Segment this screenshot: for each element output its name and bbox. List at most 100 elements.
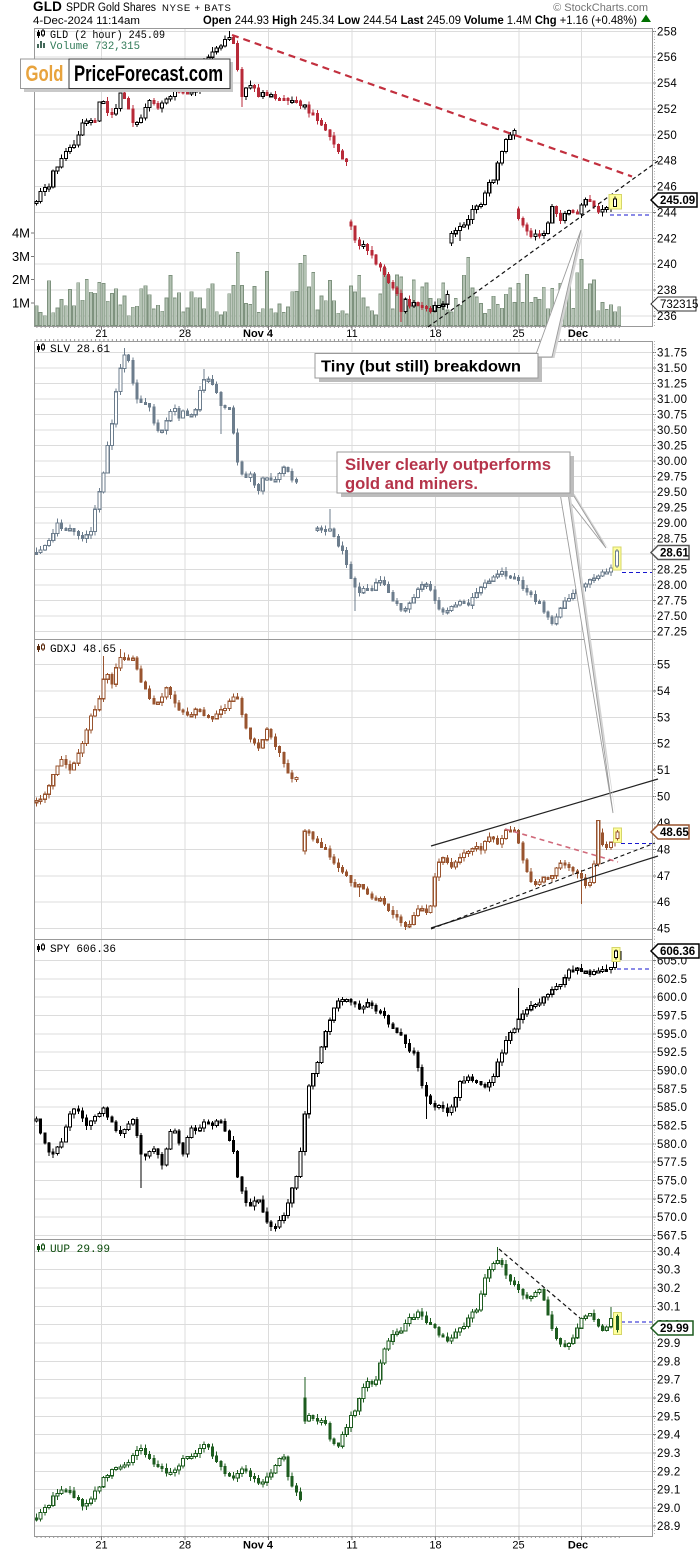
svg-text:Gold: Gold bbox=[26, 61, 64, 86]
svg-text:29.00: 29.00 bbox=[657, 518, 687, 530]
svg-text:55: 55 bbox=[657, 660, 670, 672]
svg-text:29.1: 29.1 bbox=[657, 1485, 681, 1497]
svg-text:30.4: 30.4 bbox=[657, 1246, 681, 1258]
svg-text:254: 254 bbox=[657, 78, 677, 90]
svg-text:NYSE + BATS: NYSE + BATS bbox=[162, 3, 232, 14]
svg-text:GDXJ 48.65: GDXJ 48.65 bbox=[50, 644, 116, 656]
svg-text:45: 45 bbox=[657, 924, 670, 936]
svg-text:Tiny (but still) breakdown: Tiny (but still) breakdown bbox=[321, 359, 521, 376]
svg-text:30.1: 30.1 bbox=[657, 1301, 681, 1313]
svg-text:52: 52 bbox=[657, 739, 670, 751]
svg-text:31.50: 31.50 bbox=[657, 363, 687, 375]
svg-text:50: 50 bbox=[657, 792, 670, 804]
svg-text:11: 11 bbox=[346, 1540, 357, 1552]
svg-text:587.5: 587.5 bbox=[657, 1084, 687, 1096]
svg-text:UUP 29.99: UUP 29.99 bbox=[50, 1244, 110, 1256]
svg-text:28.25: 28.25 bbox=[657, 565, 687, 577]
svg-text:577.5: 577.5 bbox=[657, 1157, 687, 1169]
svg-text:242: 242 bbox=[657, 233, 677, 245]
svg-text:25: 25 bbox=[512, 1540, 524, 1552]
svg-text:SPDR Gold Shares: SPDR Gold Shares bbox=[66, 2, 156, 14]
svg-text:PriceForecast.com: PriceForecast.com bbox=[74, 61, 223, 86]
svg-text:595.0: 595.0 bbox=[657, 1029, 687, 1041]
svg-text:30.00: 30.00 bbox=[657, 456, 687, 468]
svg-text:29.3: 29.3 bbox=[657, 1448, 681, 1460]
svg-text:11: 11 bbox=[346, 328, 357, 340]
svg-text:29.5: 29.5 bbox=[657, 1411, 681, 1423]
svg-text:29.75: 29.75 bbox=[657, 472, 687, 484]
svg-text:597.5: 597.5 bbox=[657, 1011, 687, 1023]
svg-text:29.9: 29.9 bbox=[657, 1338, 681, 1350]
svg-text:575.0: 575.0 bbox=[657, 1176, 687, 1188]
svg-text:Dec: Dec bbox=[568, 328, 588, 340]
svg-text:29.0: 29.0 bbox=[657, 1503, 681, 1515]
svg-text:602.5: 602.5 bbox=[657, 974, 687, 986]
svg-text:SLV 28.61: SLV 28.61 bbox=[50, 344, 110, 356]
svg-text:21: 21 bbox=[95, 1540, 107, 1552]
svg-text:25: 25 bbox=[512, 328, 524, 340]
svg-text:GLD: GLD bbox=[33, 0, 62, 14]
svg-text:28.75: 28.75 bbox=[657, 534, 687, 546]
svg-text:29.25: 29.25 bbox=[657, 503, 687, 515]
svg-text:GLD (2 hour) 245.09: GLD (2 hour) 245.09 bbox=[50, 30, 165, 42]
svg-text:572.5: 572.5 bbox=[657, 1194, 687, 1206]
svg-text:29.6: 29.6 bbox=[657, 1393, 681, 1405]
svg-text:29.7: 29.7 bbox=[657, 1375, 681, 1387]
svg-text:4-Dec-2024 11:14am: 4-Dec-2024 11:14am bbox=[33, 15, 140, 27]
svg-text:582.5: 582.5 bbox=[657, 1121, 687, 1133]
svg-text:29.99: 29.99 bbox=[660, 1323, 689, 1335]
svg-text:18: 18 bbox=[429, 1540, 441, 1552]
svg-text:567.5: 567.5 bbox=[657, 1231, 687, 1243]
svg-text:47: 47 bbox=[657, 871, 670, 883]
svg-text:Volume 732,315: Volume 732,315 bbox=[50, 41, 140, 53]
svg-text:21: 21 bbox=[95, 328, 107, 340]
svg-text:585.0: 585.0 bbox=[657, 1102, 687, 1114]
svg-text:240: 240 bbox=[657, 259, 677, 271]
svg-text:606.36: 606.36 bbox=[660, 946, 695, 958]
svg-text:30.50: 30.50 bbox=[657, 425, 687, 437]
svg-text:53: 53 bbox=[657, 712, 670, 724]
svg-text:Open 244.93 High 245.34 Low 24: Open 244.93 High 245.34 Low 244.54 Last … bbox=[203, 13, 637, 27]
svg-text:28: 28 bbox=[179, 328, 191, 340]
svg-text:28.00: 28.00 bbox=[657, 580, 687, 592]
svg-text:4M: 4M bbox=[12, 226, 30, 241]
svg-text:31.00: 31.00 bbox=[657, 394, 687, 406]
svg-text:250: 250 bbox=[657, 130, 677, 142]
svg-text:30.75: 30.75 bbox=[657, 410, 687, 422]
svg-text:18: 18 bbox=[429, 328, 441, 340]
svg-text:27.50: 27.50 bbox=[657, 611, 687, 623]
svg-text:29.8: 29.8 bbox=[657, 1356, 681, 1368]
svg-text:2M: 2M bbox=[12, 272, 30, 287]
svg-text:31.25: 31.25 bbox=[657, 379, 687, 391]
svg-text:31.75: 31.75 bbox=[657, 348, 687, 360]
svg-text:29.2: 29.2 bbox=[657, 1466, 681, 1478]
svg-text:30.2: 30.2 bbox=[657, 1283, 681, 1295]
svg-text:28: 28 bbox=[179, 1540, 191, 1552]
svg-text:3M: 3M bbox=[12, 249, 30, 264]
svg-text:48: 48 bbox=[657, 844, 670, 856]
svg-text:Nov 4: Nov 4 bbox=[243, 1540, 274, 1552]
svg-text:570.0: 570.0 bbox=[657, 1212, 687, 1224]
svg-text:580.0: 580.0 bbox=[657, 1139, 687, 1151]
svg-text:248: 248 bbox=[657, 156, 677, 168]
svg-text:Silver clearly outperforms: Silver clearly outperforms bbox=[345, 456, 551, 474]
svg-text:27.25: 27.25 bbox=[657, 627, 687, 639]
svg-text:590.0: 590.0 bbox=[657, 1066, 687, 1078]
svg-text:245.09: 245.09 bbox=[660, 195, 695, 207]
svg-text:244: 244 bbox=[657, 208, 677, 220]
svg-text:246: 246 bbox=[657, 182, 677, 194]
svg-text:SPY 606.36: SPY 606.36 bbox=[50, 944, 116, 956]
svg-text:256: 256 bbox=[657, 52, 677, 64]
svg-text:gold and miners.: gold and miners. bbox=[345, 475, 478, 493]
svg-text:252: 252 bbox=[657, 104, 677, 116]
svg-text:28.61: 28.61 bbox=[660, 548, 689, 560]
svg-text:1M: 1M bbox=[12, 295, 30, 310]
svg-text:54: 54 bbox=[657, 686, 671, 698]
svg-text:51: 51 bbox=[657, 765, 670, 777]
svg-text:236: 236 bbox=[657, 311, 677, 323]
svg-text:48.65: 48.65 bbox=[660, 827, 689, 839]
svg-text:238: 238 bbox=[657, 285, 677, 297]
svg-text:27.75: 27.75 bbox=[657, 596, 687, 608]
svg-text:600.0: 600.0 bbox=[657, 992, 687, 1004]
svg-text:28.9: 28.9 bbox=[657, 1521, 681, 1533]
